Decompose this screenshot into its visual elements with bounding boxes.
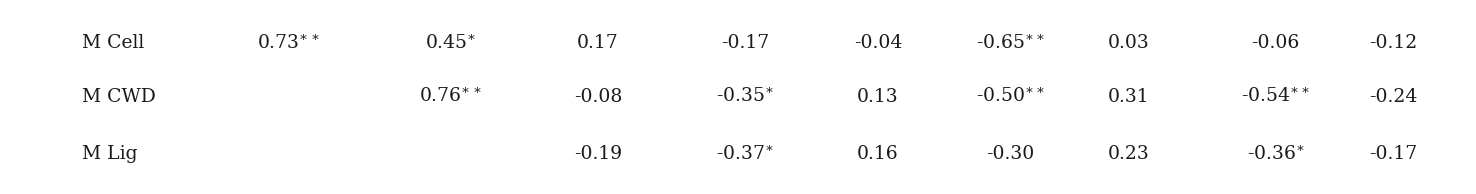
- Text: 0.45$^{\mathregular{\ast}}$: 0.45$^{\mathregular{\ast}}$: [425, 34, 477, 53]
- Text: -0.04: -0.04: [853, 35, 902, 52]
- Text: M CWD: M CWD: [83, 88, 156, 106]
- Text: -0.19: -0.19: [574, 145, 621, 163]
- Text: -0.24: -0.24: [1370, 88, 1418, 106]
- Text: -0.50$^{\mathregular{\ast\ast}}$: -0.50$^{\mathregular{\ast\ast}}$: [976, 88, 1045, 106]
- Text: M Cell: M Cell: [83, 35, 145, 52]
- Text: -0.06: -0.06: [1252, 35, 1300, 52]
- Text: -0.08: -0.08: [574, 88, 623, 106]
- Text: -0.36$^{\mathregular{\ast}}$: -0.36$^{\mathregular{\ast}}$: [1247, 145, 1305, 164]
- Text: 0.73$^{\mathregular{\ast\ast}}$: 0.73$^{\mathregular{\ast\ast}}$: [257, 34, 320, 53]
- Text: 0.16: 0.16: [858, 145, 899, 163]
- Text: 0.03: 0.03: [1107, 35, 1150, 52]
- Text: -0.17: -0.17: [1370, 145, 1418, 163]
- Text: M Lig: M Lig: [83, 145, 137, 163]
- Text: 0.76$^{\mathregular{\ast\ast}}$: 0.76$^{\mathregular{\ast\ast}}$: [419, 88, 483, 106]
- Text: -0.17: -0.17: [722, 35, 769, 52]
- Text: -0.30: -0.30: [986, 145, 1035, 163]
- Text: 0.23: 0.23: [1107, 145, 1150, 163]
- Text: -0.37$^{\mathregular{\ast}}$: -0.37$^{\mathregular{\ast}}$: [716, 145, 775, 164]
- Text: -0.35$^{\mathregular{\ast}}$: -0.35$^{\mathregular{\ast}}$: [716, 88, 775, 106]
- Text: 0.17: 0.17: [577, 35, 618, 52]
- Text: -0.54$^{\mathregular{\ast\ast}}$: -0.54$^{\mathregular{\ast\ast}}$: [1241, 88, 1311, 106]
- Text: 0.13: 0.13: [858, 88, 899, 106]
- Text: -0.12: -0.12: [1370, 35, 1418, 52]
- Text: -0.65$^{\mathregular{\ast\ast}}$: -0.65$^{\mathregular{\ast\ast}}$: [976, 34, 1045, 53]
- Text: 0.31: 0.31: [1107, 88, 1150, 106]
